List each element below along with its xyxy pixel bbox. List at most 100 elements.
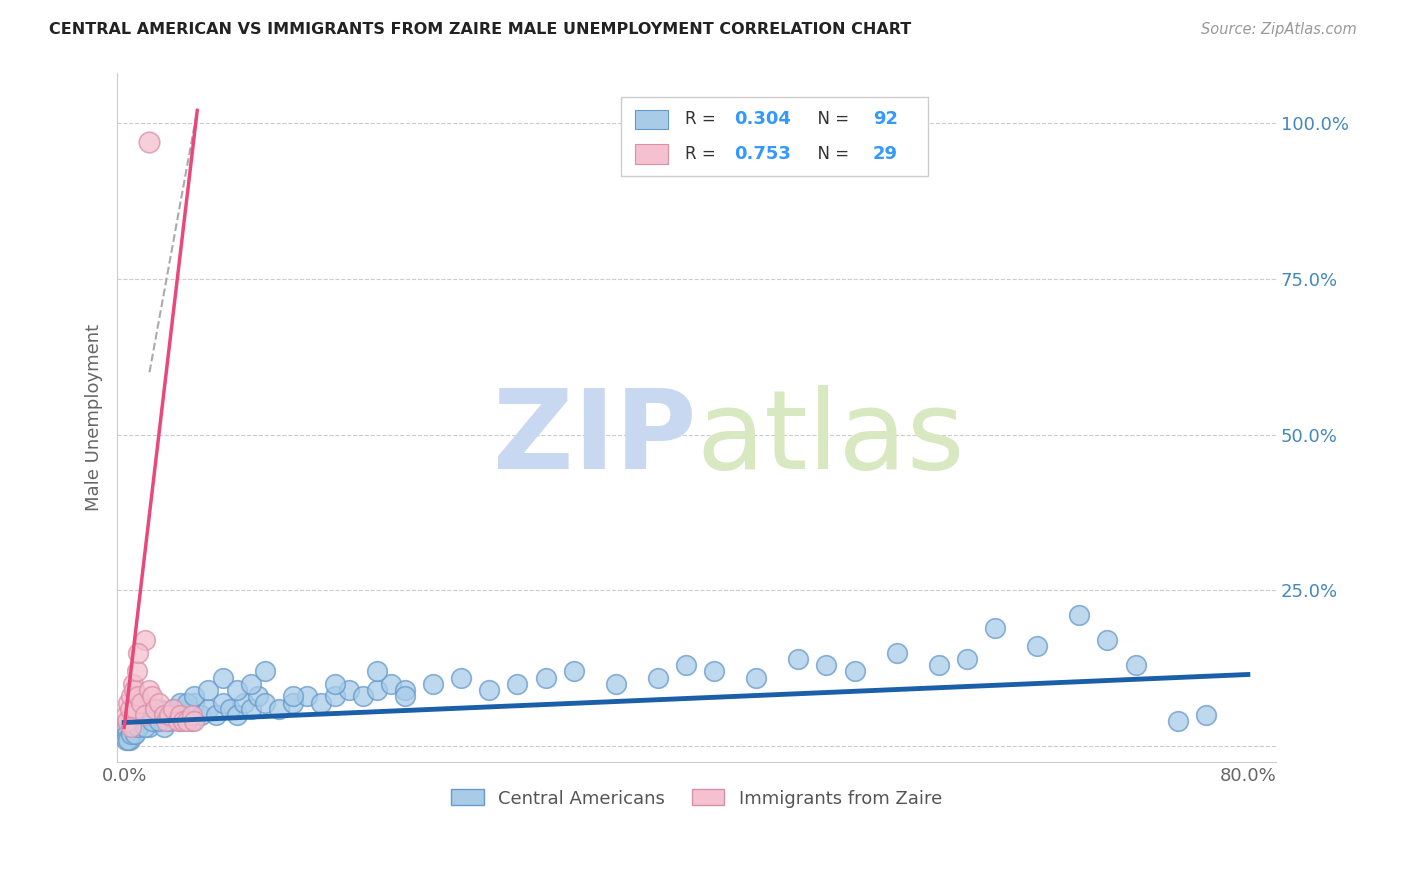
Point <box>155 708 177 723</box>
Point <box>114 721 136 735</box>
Point <box>366 683 388 698</box>
Point <box>124 702 146 716</box>
Text: N =: N = <box>807 145 853 163</box>
Legend: Central Americans, Immigrants from Zaire: Central Americans, Immigrants from Zaire <box>444 782 949 814</box>
Point <box>956 652 979 666</box>
Point <box>218 702 240 716</box>
Point <box>157 708 180 723</box>
Point <box>647 671 669 685</box>
Point <box>120 690 142 704</box>
Point <box>183 696 205 710</box>
Point <box>152 721 174 735</box>
Point <box>253 665 276 679</box>
Point <box>129 708 152 723</box>
Point <box>239 702 262 716</box>
Point <box>190 708 212 723</box>
Point <box>120 721 142 735</box>
Point <box>1125 658 1147 673</box>
Point <box>169 708 191 723</box>
Text: 0.304: 0.304 <box>734 111 790 128</box>
Point <box>120 708 142 723</box>
Point <box>129 696 152 710</box>
Point <box>127 721 149 735</box>
Point <box>197 683 219 698</box>
Point <box>928 658 950 673</box>
Point <box>162 708 184 723</box>
Point <box>366 665 388 679</box>
Point <box>984 621 1007 635</box>
Point <box>125 714 148 729</box>
Point <box>124 702 146 716</box>
Point <box>169 714 191 729</box>
Text: 92: 92 <box>873 111 897 128</box>
Point <box>1026 640 1049 654</box>
Text: R =: R = <box>685 145 721 163</box>
Point <box>745 671 768 685</box>
Point <box>114 708 136 723</box>
Point <box>152 708 174 723</box>
Point <box>295 690 318 704</box>
Point <box>162 702 184 716</box>
FancyBboxPatch shape <box>636 145 668 164</box>
Point <box>117 714 139 729</box>
Point <box>246 690 269 704</box>
Point <box>506 677 529 691</box>
Text: CENTRAL AMERICAN VS IMMIGRANTS FROM ZAIRE MALE UNEMPLOYMENT CORRELATION CHART: CENTRAL AMERICAN VS IMMIGRANTS FROM ZAIR… <box>49 22 911 37</box>
Point <box>815 658 838 673</box>
Point <box>134 633 156 648</box>
Text: 29: 29 <box>873 145 897 163</box>
Text: atlas: atlas <box>696 384 965 491</box>
Point <box>143 702 166 716</box>
Point <box>225 683 247 698</box>
Point <box>114 733 136 747</box>
Point <box>183 690 205 704</box>
Point <box>787 652 810 666</box>
Point <box>148 714 170 729</box>
Point <box>127 690 149 704</box>
Point <box>141 708 163 723</box>
Point <box>232 696 254 710</box>
Point <box>122 727 145 741</box>
FancyBboxPatch shape <box>636 110 668 129</box>
Point <box>134 714 156 729</box>
Point <box>1069 608 1091 623</box>
Point <box>176 714 198 729</box>
Point <box>125 665 148 679</box>
Text: ZIP: ZIP <box>494 384 696 491</box>
Point <box>675 658 697 673</box>
Point <box>1195 708 1218 723</box>
Text: 0.753: 0.753 <box>734 145 790 163</box>
Point <box>197 702 219 716</box>
Point <box>211 696 233 710</box>
Text: R =: R = <box>685 111 721 128</box>
Point <box>124 727 146 741</box>
Point <box>534 671 557 685</box>
Point <box>281 690 304 704</box>
Point <box>169 696 191 710</box>
Point <box>225 708 247 723</box>
Point <box>118 702 141 716</box>
Point <box>844 665 866 679</box>
Point <box>176 696 198 710</box>
Point <box>180 708 202 723</box>
Point <box>309 696 332 710</box>
Point <box>1097 633 1119 648</box>
Point <box>176 708 198 723</box>
Point <box>204 708 226 723</box>
Point <box>138 683 160 698</box>
Point <box>143 714 166 729</box>
Point <box>239 677 262 691</box>
Point <box>120 727 142 741</box>
Point <box>394 690 416 704</box>
Point <box>422 677 444 691</box>
Point <box>155 714 177 729</box>
Point <box>172 702 194 716</box>
Point <box>121 677 143 691</box>
Point <box>134 708 156 723</box>
Point <box>148 702 170 716</box>
FancyBboxPatch shape <box>621 97 928 177</box>
Y-axis label: Male Unemployment: Male Unemployment <box>86 324 103 511</box>
Point <box>478 683 501 698</box>
Point <box>352 690 374 704</box>
Point <box>117 696 139 710</box>
